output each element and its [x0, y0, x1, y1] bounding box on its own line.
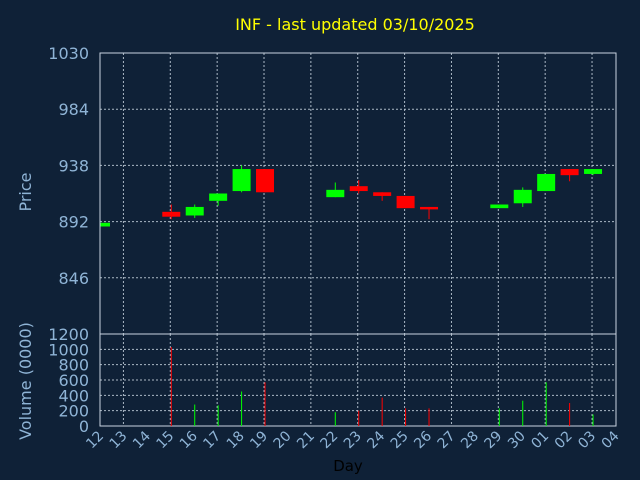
- candle-body-17: [209, 193, 228, 201]
- x-tick-01: 01: [528, 428, 552, 452]
- candle-body-24: [373, 192, 392, 196]
- x-axis-label: Day: [333, 457, 363, 475]
- x-tick-30: 30: [505, 428, 529, 452]
- x-tick-15: 15: [154, 428, 178, 452]
- volume-tick-600: 600: [58, 371, 89, 390]
- volume-tick-1000: 1000: [48, 340, 89, 359]
- x-tick-29: 29: [482, 428, 506, 452]
- x-tick-25: 25: [388, 428, 412, 452]
- price-tick-1030: 1030: [48, 44, 89, 63]
- x-tick-02: 02: [552, 428, 576, 452]
- candle-body-22: [326, 189, 345, 198]
- x-tick-24: 24: [364, 428, 388, 452]
- x-tick-04: 04: [599, 428, 623, 452]
- x-tick-27: 27: [435, 428, 459, 452]
- candle-body-30: [513, 189, 532, 204]
- volume-tick-800: 800: [58, 356, 89, 375]
- volume-tick-200: 200: [58, 402, 89, 421]
- price-panel: 1030 984 938 892 846: [48, 44, 617, 335]
- x-tick-17: 17: [200, 428, 224, 452]
- candle-body-23: [349, 186, 368, 192]
- x-tick-13: 13: [107, 428, 131, 452]
- price-tick-984: 984: [58, 100, 89, 119]
- x-tick-23: 23: [341, 428, 365, 452]
- candle-body-03: [584, 169, 603, 174]
- x-tick-14: 14: [130, 428, 154, 452]
- candle-body-19: [256, 169, 275, 193]
- candle-body-25: [396, 195, 415, 209]
- chart-title: INF - last updated 03/10/2025: [235, 15, 475, 34]
- x-tick-18: 18: [224, 428, 248, 452]
- volume-tick-0: 0: [79, 417, 89, 436]
- x-tick-26: 26: [411, 428, 435, 452]
- candle-body-15: [162, 211, 181, 217]
- x-tick-16: 16: [177, 428, 201, 452]
- candle-body-29: [490, 204, 509, 209]
- price-axis-label: Price: [16, 172, 35, 211]
- x-tick-28: 28: [458, 428, 482, 452]
- x-tick-21: 21: [294, 428, 318, 452]
- x-axis: 12 13 14 15 16 17 18 19 20 21 22 23 24 25 26 27 28 29 30 01…: [83, 428, 622, 452]
- price-tick-846: 846: [58, 269, 89, 288]
- candle-body-02: [560, 169, 579, 176]
- price-tick-938: 938: [58, 156, 89, 175]
- candle-body-18: [232, 169, 251, 192]
- candle-body-12: [101, 222, 110, 227]
- volume-tick-1200: 1200: [48, 325, 89, 344]
- volume-tick-400: 400: [58, 386, 89, 405]
- candle-body-16: [185, 206, 204, 216]
- price-tick-892: 892: [58, 213, 89, 232]
- candle-body-01: [537, 173, 556, 192]
- x-tick-19: 19: [247, 428, 271, 452]
- x-tick-03: 03: [575, 428, 599, 452]
- volume-frame: [99, 333, 617, 427]
- volume-axis-label: Volume (0000): [16, 322, 35, 440]
- candle-body-26: [420, 206, 439, 210]
- x-tick-22: 22: [318, 428, 342, 452]
- x-tick-20: 20: [271, 428, 295, 452]
